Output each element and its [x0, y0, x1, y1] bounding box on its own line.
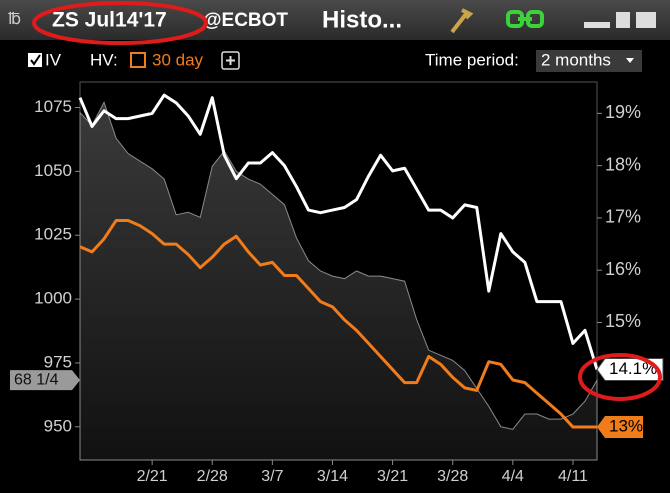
series-line — [78, 93, 599, 370]
time-period-value: 2 months — [541, 50, 611, 69]
dropdown-arrow — [626, 58, 634, 63]
y2-tick-label: 19% — [605, 102, 641, 122]
y2-tick-label: 16% — [605, 259, 641, 279]
y-tick-label: 1025 — [34, 225, 72, 244]
x-tick-label: 2/28 — [197, 468, 228, 485]
add-button[interactable] — [221, 51, 240, 70]
y2-tick-label: 17% — [605, 207, 641, 227]
price-area — [79, 101, 598, 461]
x-tick-label: 4/11 — [558, 468, 588, 485]
hv-checkbox[interactable] — [130, 52, 146, 68]
title-bar — [0, 0, 670, 40]
value-label: 13% — [609, 417, 643, 436]
symbol[interactable]: ZS Jul14'17 — [52, 9, 167, 32]
link-button[interactable] — [506, 10, 544, 28]
x-tick-label: 3/14 — [317, 468, 348, 485]
x-tick-label: 3/7 — [261, 468, 283, 485]
time-period-label: Time period: — [425, 50, 519, 69]
value-label: 68 1/4 — [14, 371, 59, 388]
time-period-dropdown[interactable] — [536, 50, 642, 72]
y-tick-label: 1050 — [34, 161, 72, 180]
value-label-box — [597, 416, 643, 439]
y-tick-label: 950 — [44, 416, 72, 435]
x-tick-label: 3/28 — [437, 468, 468, 485]
value-label: 14.1% — [609, 359, 657, 378]
y-tick-label: 975 — [44, 352, 72, 371]
x-tick-label: 2/21 — [137, 468, 168, 485]
x-tick-label: 3/21 — [377, 468, 408, 485]
y-tick-label: 1000 — [34, 289, 72, 308]
maximize-button[interactable] — [616, 12, 630, 28]
exchange[interactable]: @ECBOT — [203, 10, 288, 31]
y2-tick-label: 18% — [605, 154, 641, 174]
settings-icon[interactable] — [450, 8, 474, 34]
window-title: Histo... — [322, 6, 402, 33]
iv-toggle-label[interactable]: IV — [45, 50, 62, 69]
highlight-circle — [578, 353, 662, 401]
y2-tick-label: 15% — [605, 311, 641, 331]
x-tick-label: 4/4 — [502, 468, 524, 485]
plus — [226, 56, 235, 65]
value-label-box — [596, 358, 664, 382]
highlight-circle — [32, 1, 208, 45]
close-button[interactable] — [636, 12, 656, 28]
hv-period[interactable]: 30 day — [152, 50, 204, 69]
minimize-button[interactable] — [584, 22, 610, 28]
hv-label: HV: — [90, 50, 118, 69]
series-line — [79, 219, 597, 429]
y-tick-label: 1075 — [34, 97, 72, 116]
check — [30, 54, 41, 66]
value-label-box — [10, 370, 80, 391]
link-icon[interactable]: ℔ — [8, 11, 21, 28]
